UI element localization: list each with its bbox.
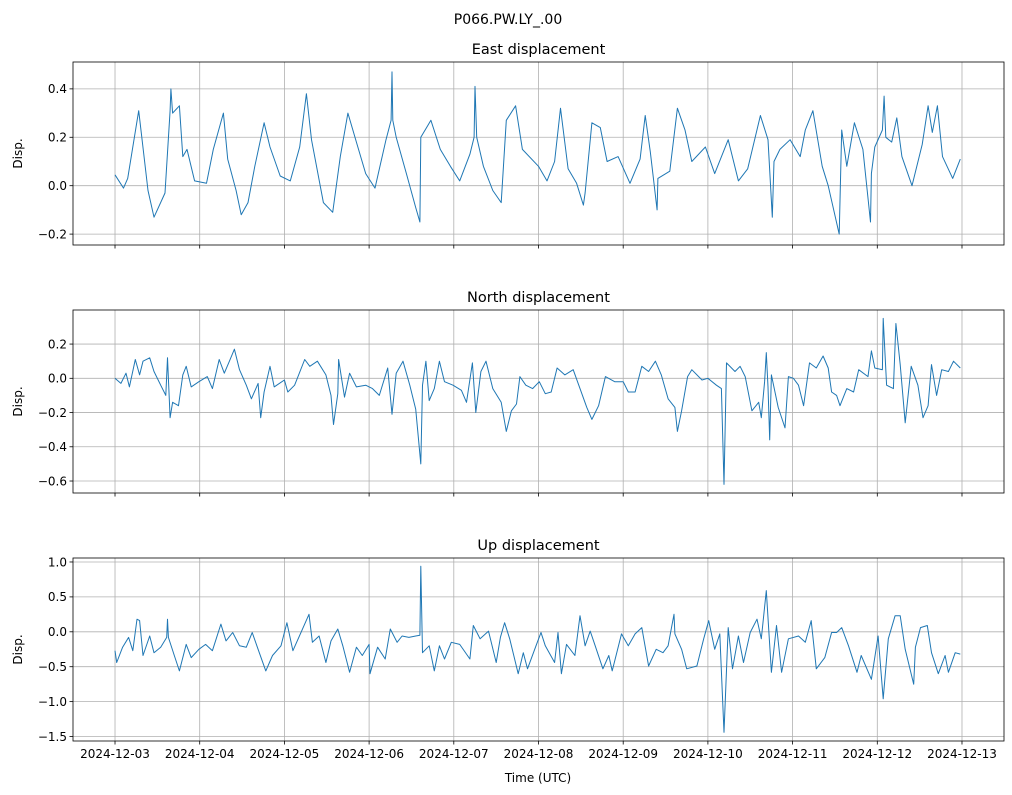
east-y-axis-label: Disp.	[11, 138, 25, 168]
up-y-tick-label: 0.5	[48, 590, 67, 604]
up-y-tick-label: −1.0	[38, 695, 67, 709]
up-subplot: 2024-12-03 2024-12-04 2024-12-05 2024-12-06…	[11, 538, 1005, 761]
north-y-tick-label: −0.6	[38, 474, 67, 488]
east-displacement-line	[114, 71, 961, 235]
up-y-tick-label: −1.5	[38, 730, 67, 744]
north-axes-frame	[72, 309, 1005, 494]
up-axes-frame	[72, 557, 1005, 742]
north-y-axis-label: Disp.	[11, 386, 25, 416]
north-y-tick-label: 0.2	[48, 337, 67, 351]
x-tick-label: 2024-12-06	[334, 747, 404, 761]
east-y-tick-label: −0.2	[38, 227, 67, 241]
up-displacement-line	[114, 565, 961, 733]
up-y-tick-label: −0.5	[38, 660, 67, 674]
east-subplot: −0.2 0.0 0.2 0.4 East displacement Disp.	[11, 42, 1005, 249]
east-axes-frame	[72, 61, 1005, 246]
up-y-tick-label: 1.0	[48, 555, 67, 569]
north-subplot-title: North displacement	[467, 290, 610, 306]
figure-title: P066.PW.LY_.00	[454, 12, 563, 28]
north-subplot: −0.6 −0.4 −0.2 0.0 0.2 North displacement Disp…	[11, 290, 1005, 497]
north-displacement-line	[114, 317, 961, 485]
east-y-tick-label: 0.2	[48, 131, 67, 145]
x-tick-label: 2024-12-03	[80, 747, 150, 761]
x-tick-label: 2024-12-10	[673, 747, 743, 761]
x-tick-label: 2024-12-05	[250, 747, 320, 761]
east-subplot-title: East displacement	[472, 42, 606, 58]
east-y-tick-label: 0.0	[48, 179, 67, 193]
x-tick-label: 2024-12-04	[165, 747, 235, 761]
x-tick-label: 2024-12-12	[842, 747, 912, 761]
x-tick-label: 2024-12-13	[927, 747, 997, 761]
x-tick-label: 2024-12-11	[758, 747, 828, 761]
up-y-axis-label: Disp.	[11, 634, 25, 664]
x-axis-label: Time (UTC)	[504, 771, 571, 785]
x-tick-label: 2024-12-07	[419, 747, 489, 761]
up-subplot-title: Up displacement	[477, 538, 599, 554]
north-y-tick-label: −0.4	[38, 440, 67, 454]
north-y-tick-label: 0.0	[48, 372, 67, 386]
up-y-tick-label: 0.0	[48, 625, 67, 639]
x-tick-label: 2024-12-09	[588, 747, 658, 761]
north-y-tick-label: −0.2	[38, 406, 67, 420]
x-tick-label: 2024-12-08	[504, 747, 574, 761]
east-y-tick-label: 0.4	[48, 82, 67, 96]
